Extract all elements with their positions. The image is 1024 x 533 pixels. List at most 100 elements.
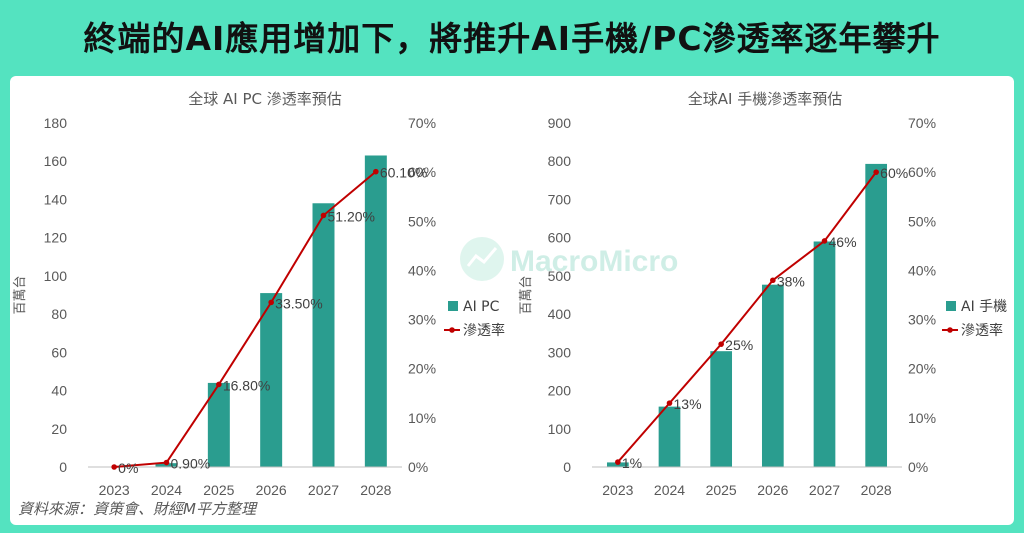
y-tick-label: 200 <box>548 383 572 399</box>
legend-line-marker <box>947 327 953 333</box>
y2-tick-label: 70% <box>908 115 936 131</box>
y2-tick-label: 20% <box>908 361 936 377</box>
y2-tick-label: 70% <box>408 115 436 131</box>
y-tick-label: 0 <box>563 459 571 475</box>
y2-tick-label: 30% <box>408 312 436 328</box>
penetration-line <box>617 171 877 463</box>
bar <box>312 203 335 467</box>
y-tick-label: 60 <box>51 344 67 360</box>
bar <box>364 155 387 467</box>
y2-tick-label: 60% <box>908 164 936 180</box>
y-tick-label: 700 <box>548 191 572 207</box>
bar <box>813 241 836 467</box>
line-point <box>320 212 327 219</box>
y-tick-label: 80 <box>51 306 67 322</box>
y2-tick-label: 40% <box>908 262 936 278</box>
legend-bar-swatch <box>946 301 956 311</box>
data-label: 60% <box>880 165 908 181</box>
bar <box>710 351 733 467</box>
source-note: 資料來源：資策會、財經M平方整理 <box>18 500 256 518</box>
y2-tick-label: 30% <box>908 312 936 328</box>
legend-label: 滲透率 <box>961 322 1003 339</box>
legend-label: AI 手機 <box>961 299 1007 315</box>
line-point <box>821 238 828 244</box>
x-tick-label: 2024 <box>151 482 182 498</box>
legend-bar-swatch <box>448 301 458 311</box>
bar <box>207 382 230 467</box>
bar <box>865 163 888 468</box>
y2-tick-label: 10% <box>908 410 936 426</box>
x-tick-label: 2024 <box>654 482 685 498</box>
bar <box>761 284 784 467</box>
line-point <box>873 169 879 175</box>
y2-tick-label: 0% <box>908 459 928 475</box>
y-tick-label: 500 <box>548 268 572 284</box>
y-tick-label: 400 <box>548 306 572 322</box>
line-point <box>615 459 621 465</box>
data-label: 60.10% <box>380 165 427 181</box>
line-point <box>373 168 379 175</box>
y-tick-label: 140 <box>44 191 68 207</box>
x-tick-label: 2023 <box>602 482 633 498</box>
line-point <box>216 381 222 388</box>
line-point <box>666 400 673 406</box>
page-title: 終端的AI應用增加下，將推升AI手機/PC滲透率逐年攀升 <box>83 19 941 58</box>
watermark-text: MacroMicro <box>510 245 678 278</box>
legend-label: AI PC <box>463 299 500 315</box>
x-tick-label: 2023 <box>99 482 130 498</box>
y-tick-label: 100 <box>548 421 572 437</box>
y-tick-label: 180 <box>44 115 68 131</box>
chart-title-phone: 全球AI 手機滲透率預估 <box>688 90 842 108</box>
y-axis-label: 百萬台 <box>519 275 534 314</box>
x-tick-label: 2026 <box>757 482 788 498</box>
y2-tick-label: 20% <box>408 361 436 377</box>
charts-canvas: MacroMicro 全球 AI PC 滲透率預估 0 20 40 60 80 100 120 1… <box>13 90 1007 498</box>
logo-trend-icon <box>466 247 498 267</box>
x-tick-label: 2025 <box>203 482 234 498</box>
y-tick-label: 300 <box>548 344 572 360</box>
y-tick-label: 160 <box>44 153 68 169</box>
y-tick-label: 40 <box>51 383 67 399</box>
y-tick-label: 120 <box>44 230 68 246</box>
data-label: 0.90% <box>171 456 211 472</box>
y-tick-label: 20 <box>51 421 67 437</box>
bar <box>260 293 283 467</box>
y2-tick-label: 0% <box>408 459 428 475</box>
data-label: 25% <box>725 337 753 353</box>
y-tick-label: 600 <box>548 230 572 246</box>
x-tick-label: 2027 <box>809 482 840 498</box>
x-tick-label: 2025 <box>706 482 737 498</box>
chart-title-pc: 全球 AI PC 滲透率預估 <box>188 90 342 108</box>
x-tick-label: 2028 <box>360 482 391 498</box>
data-label: 51.20% <box>328 208 375 224</box>
line-point <box>268 299 274 306</box>
y2-tick-label: 40% <box>408 262 436 278</box>
line-point <box>163 459 170 466</box>
line-point <box>111 464 117 470</box>
x-tick-label: 2027 <box>308 482 339 498</box>
legend-line-marker <box>449 327 455 333</box>
y2-tick-label: 50% <box>408 213 436 229</box>
y-axis-label: 百萬台 <box>13 275 28 314</box>
data-label: 0% <box>118 460 138 476</box>
y-tick-label: 0 <box>59 459 67 475</box>
data-label: 1% <box>622 455 642 471</box>
y2-tick-label: 50% <box>908 213 936 229</box>
y2-tick-label: 60% <box>408 164 436 180</box>
data-label: 13% <box>674 396 702 412</box>
line-point <box>770 277 776 284</box>
data-label: 46% <box>829 234 857 250</box>
penetration-line <box>114 170 377 468</box>
line-point <box>718 341 724 347</box>
data-label: 16.80% <box>223 377 270 393</box>
data-label: 33.50% <box>275 295 322 311</box>
data-label: 38% <box>777 273 805 289</box>
bar <box>658 406 681 467</box>
legend-label: 滲透率 <box>463 322 505 339</box>
x-tick-label: 2028 <box>861 482 892 498</box>
y-tick-label: 100 <box>44 268 68 284</box>
x-tick-label: 2026 <box>256 482 287 498</box>
chart-panel: MacroMicro 全球 AI PC 滲透率預估 0 20 40 60 80 100 120 1… <box>10 76 1014 525</box>
y-tick-label: 900 <box>548 115 572 131</box>
